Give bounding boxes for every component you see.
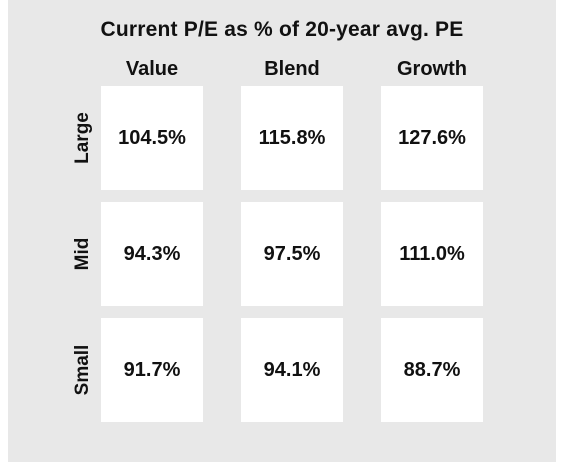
table-cell-large-growth: 127.6% [381,86,483,190]
cell-value: 94.1% [263,358,321,381]
cell-value: 104.5% [118,126,186,149]
table-cell-small-blend: 94.1% [241,318,343,422]
cell-value: 97.5% [263,242,321,265]
cell-value: 115.8% [258,126,326,149]
table-cell-small-growth: 88.7% [381,318,483,422]
cell-value: 111.0% [399,242,465,265]
table-cell-mid-growth: 111.0% [381,202,483,306]
cell-value: 91.7% [123,358,181,381]
cell-value: 88.7% [403,358,461,381]
row-header-mid-wrap: Mid [68,202,98,306]
table-cell-small-value: 91.7% [101,318,203,422]
table-cell-mid-blend: 97.5% [241,202,343,306]
column-header-value: Value [125,58,179,80]
table-cell-mid-value: 94.3% [101,202,203,306]
chart-panel: Current P/E as % of 20-year avg. PE Valu… [8,0,556,462]
cell-value: 94.3% [123,242,181,265]
row-header-large-wrap: Large [68,86,98,190]
table-cell-large-blend: 115.8% [241,86,343,190]
column-header-growth: Growth [397,58,467,80]
row-header-mid: Mid [72,237,93,271]
chart-title: Current P/E as % of 20-year avg. PE [100,18,464,41]
column-header-blend: Blend [264,58,320,80]
row-header-small-wrap: Small [68,318,98,422]
row-header-large: Large [72,112,93,164]
table-cell-large-value: 104.5% [101,86,203,190]
cell-value: 127.6% [398,126,466,149]
row-header-small: Small [72,344,93,396]
